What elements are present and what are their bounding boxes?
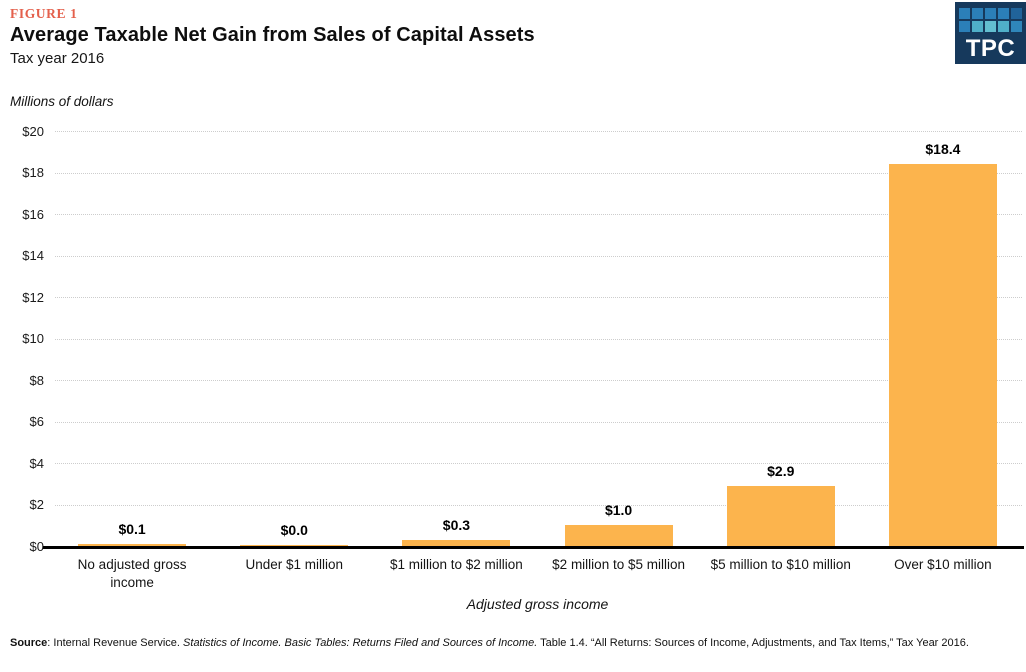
bar-value-label: $1.0 [604,502,633,519]
y-tick-label: $16 [22,206,44,222]
logo-square-icon [998,21,1009,32]
y-tick-label: $2 [29,497,44,512]
gridline [55,338,1022,340]
x-axis-title: Adjusted gross income [466,596,609,612]
gridline [55,172,1022,174]
source-note: Source: Internal Revenue Service. Statis… [10,635,1018,652]
logo-square-icon [959,21,970,32]
y-tick-label: $6 [29,414,44,429]
logo-square-icon [972,21,983,32]
y-tick-label: $12 [22,289,44,305]
y-tick-label: $18 [22,165,44,180]
gridline [55,380,1022,381]
gridline [55,421,1022,423]
source-text-italic: Statistics of Income. Basic Tables: Retu… [183,637,538,649]
bar-value-label: $0.0 [280,521,308,538]
x-tick-label: $2 million to $5 million [552,557,685,572]
tpc-logo-grid-icon [959,8,1022,32]
tpc-logo: TPC [955,2,1026,64]
bar [726,485,835,546]
x-tick-label: $5 million to $10 million [710,557,851,572]
figure-number-label: FIGURE 1 [10,6,78,21]
logo-square-icon [972,8,983,19]
x-tick-label: Over $10 million [894,557,992,572]
gridline [55,255,1022,257]
gridline [55,131,1022,132]
tpc-logo-text: TPC [965,35,1016,62]
logo-square-icon [998,8,1009,19]
bar [240,544,349,546]
bar [78,543,187,546]
gridline [55,504,1022,506]
gridline [55,214,1022,215]
logo-square-icon [985,21,996,32]
y-tick-label: $0 [29,538,44,554]
bar [564,525,673,546]
logo-square-icon [1011,8,1022,19]
bar-value-label: $2.9 [767,462,795,479]
x-tick-label: Under $1 million [245,557,344,572]
chart-title: Average Taxable Net Gain from Sales of C… [10,24,535,46]
x-tick-label: $1 million to $2 million [390,557,523,572]
y-tick-label: $4 [29,455,44,471]
y-tick-label: $10 [22,331,44,346]
bar-value-label: $0.3 [442,516,471,533]
y-tick-label: $14 [22,248,44,263]
bar-value-label: $18.4 [925,141,961,158]
gridline [55,463,1022,464]
source-label: Source [10,637,48,649]
x-tick-label: No adjusted gross income [77,557,187,590]
source-text-b: Table 1.4. “All Returns: Sources of Inco… [537,637,969,649]
x-axis-line [43,546,1024,549]
bar [888,164,997,546]
bar-value-label: $0.1 [118,520,146,537]
chart-subtitle: Tax year 2016 [10,50,105,67]
bar [402,539,511,546]
gridline [55,297,1022,298]
logo-square-icon [985,8,996,19]
logo-square-icon [1011,21,1022,32]
source-text-a: : Internal Revenue Service. [47,637,184,649]
logo-square-icon [959,8,970,19]
y-tick-label: $20 [22,123,44,139]
y-axis-unit-label: Millions of dollars [10,94,114,109]
y-tick-label: $8 [29,372,44,388]
